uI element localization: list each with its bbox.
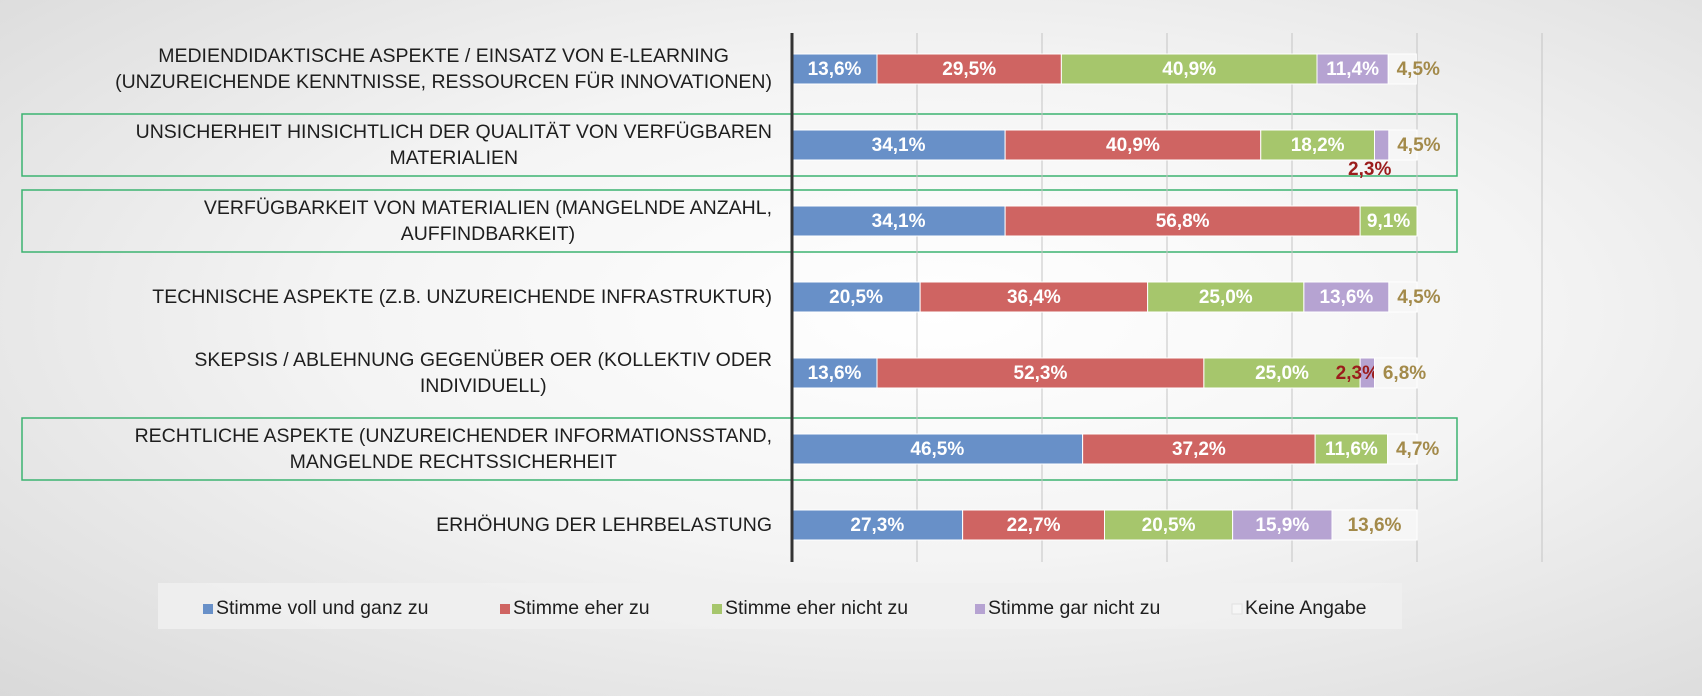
legend-marker [975, 604, 985, 614]
value-label: 4,5% [1397, 59, 1440, 80]
legend-label: Stimme voll und ganz zu [216, 597, 428, 619]
legend-label: Stimme eher zu [513, 597, 650, 619]
bar-segment [1147, 281, 1305, 313]
legend-marker [500, 604, 510, 614]
category-label: RECHTLICHE ASPEKTE (UNZUREICHENDER INFOR… [0, 423, 772, 475]
bar-segment [1388, 129, 1418, 161]
category-text: TECHNISCHE ASPEKTE (Z.B. UNZUREICHENDE I… [152, 286, 772, 308]
value-label: 13,6% [1348, 515, 1402, 536]
category-text: MEDIENDIDAKTISCHE ASPEKTE / EINSATZ VON … [115, 45, 772, 93]
legend-marker [1231, 603, 1243, 615]
value-label: 4,5% [1397, 287, 1440, 308]
value-label: 9,1% [1367, 211, 1410, 232]
value-label: 13,6% [808, 59, 862, 80]
bar-segment [1316, 53, 1389, 85]
value-label: 15,9% [1255, 515, 1309, 536]
value-label: 4,7% [1396, 439, 1439, 460]
value-label: 11,6% [1325, 439, 1378, 460]
value-label: 20,5% [1142, 515, 1196, 536]
bar-segment [1331, 509, 1418, 541]
value-label: 25,0% [1199, 287, 1253, 308]
bar-segment [1060, 53, 1318, 85]
legend-marker [712, 604, 722, 614]
legend-box [158, 583, 1402, 629]
legend-marker [203, 604, 213, 614]
value-label: 2,3% [1348, 159, 1391, 180]
bar-segment [1104, 509, 1234, 541]
value-label: 27,3% [850, 515, 904, 536]
bar-segment [1374, 357, 1418, 389]
value-label: 56,8% [1156, 211, 1210, 232]
bar-segment [1388, 281, 1418, 313]
bar-segment [962, 509, 1105, 541]
bar-segment [1082, 433, 1316, 465]
value-label: 11,4% [1326, 59, 1379, 80]
value-label: 40,9% [1106, 135, 1160, 156]
category-label: TECHNISCHE ASPEKTE (Z.B. UNZUREICHENDE I… [0, 284, 772, 310]
bar-segment [1387, 433, 1418, 465]
category-label: SKEPSIS / ABLEHNUNG GEGENÜBER OER (KOLLE… [0, 347, 772, 399]
value-label: 13,6% [1319, 287, 1373, 308]
value-label: 34,1% [872, 211, 926, 232]
category-label: UNSICHERHEIT HINSICHTLICH DER QUALITÄT V… [0, 119, 772, 171]
value-label: 52,3% [1014, 363, 1068, 384]
highlight-box [21, 417, 1458, 481]
legend-label: Stimme eher nicht zu [725, 597, 908, 619]
value-label: 29,5% [942, 59, 996, 80]
bar-segment [876, 53, 1062, 85]
value-label: 18,2% [1291, 135, 1345, 156]
bar-segment [791, 129, 1006, 161]
legend-label: Stimme gar nicht zu [988, 597, 1160, 619]
bar-segment [1203, 357, 1361, 389]
value-label: 40,9% [1162, 59, 1216, 80]
value-label: 6,8% [1383, 363, 1426, 384]
highlight-box [21, 113, 1458, 177]
value-label: 34,1% [872, 135, 926, 156]
category-text: SKEPSIS / ABLEHNUNG GEGENÜBER OER (KOLLE… [194, 349, 772, 397]
value-label: 25,0% [1255, 363, 1309, 384]
bar-segment [876, 357, 1205, 389]
value-label: 22,7% [1007, 515, 1061, 536]
bar-segment [1260, 129, 1375, 161]
bar-segment [1303, 281, 1390, 313]
bar-segment [1004, 205, 1361, 237]
category-label: MEDIENDIDAKTISCHE ASPEKTE / EINSATZ VON … [0, 43, 772, 95]
category-text: VERFÜGBARKEIT VON MATERIALIEN (MANGELNDE… [203, 197, 772, 245]
highlight-box [21, 189, 1458, 253]
bar-segment [1314, 433, 1389, 465]
legend-label: Keine Angabe [1245, 597, 1366, 619]
value-label: 13,6% [808, 363, 862, 384]
bar-segment [1374, 129, 1390, 161]
value-label: 4,5% [1397, 135, 1440, 156]
category-text: UNSICHERHEIT HINSICHTLICH DER QUALITÄT V… [135, 121, 772, 169]
category-text: ERHÖHUNG DER LEHRBELASTUNG [436, 514, 772, 536]
category-label: ERHÖHUNG DER LEHRBELASTUNG [0, 512, 772, 538]
value-label: 20,5% [829, 287, 883, 308]
bar-segment [791, 205, 1006, 237]
bar-segment [791, 281, 921, 313]
value-label: 37,2% [1172, 439, 1226, 460]
category-label: VERFÜGBARKEIT VON MATERIALIEN (MANGELNDE… [0, 195, 772, 247]
bar-segment [1359, 205, 1418, 237]
value-label: 2,3% [1336, 363, 1379, 384]
value-label: 46,5% [910, 439, 964, 460]
bar-segment [791, 357, 878, 389]
value-label: 36,4% [1007, 287, 1061, 308]
bar-segment [1387, 53, 1417, 85]
bar-segment [919, 281, 1149, 313]
category-text: RECHTLICHE ASPEKTE (UNZUREICHENDER INFOR… [134, 425, 772, 473]
